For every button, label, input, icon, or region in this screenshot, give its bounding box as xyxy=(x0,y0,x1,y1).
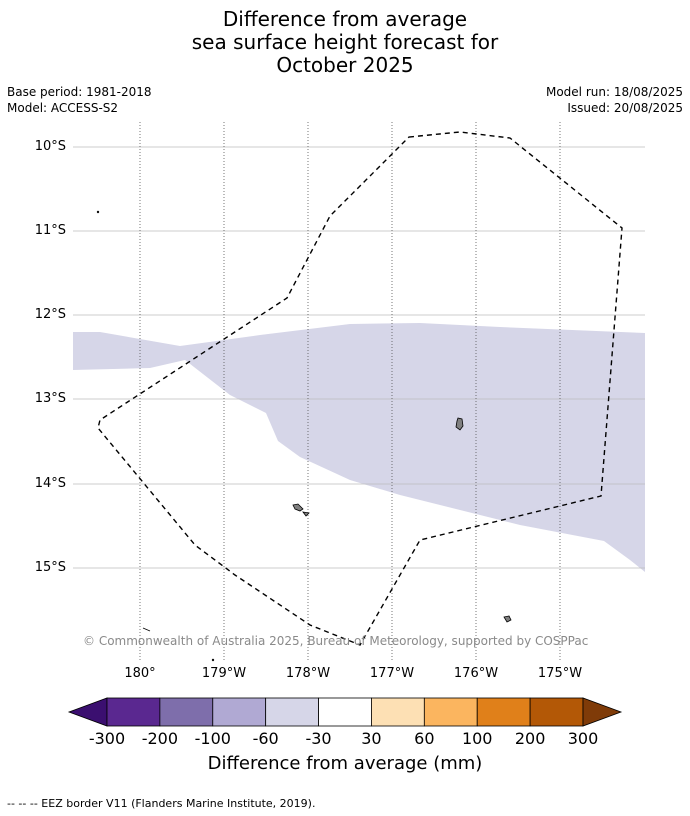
lat-label-14s: 14°S xyxy=(34,476,66,491)
lon-label-179w: 179°W xyxy=(201,666,247,681)
islet-north xyxy=(96,210,100,214)
colorbar-segment xyxy=(529,697,584,727)
colorbar-title: Difference from average (mm) xyxy=(207,753,483,774)
colorbar-segment xyxy=(318,697,372,727)
colorbar-tick-label: -30 xyxy=(305,729,332,748)
issued-date: Issued: 20/08/2025 xyxy=(567,101,683,115)
colorbar-tick-label: -300 xyxy=(88,729,126,748)
island-east xyxy=(455,417,464,431)
colorbar-segment xyxy=(476,697,531,727)
eez-border xyxy=(97,131,623,646)
lon-label-178w: 178°W xyxy=(285,666,331,681)
base-period: Base period: 1981-2018 xyxy=(7,85,152,99)
lat-label-10s: 10°S xyxy=(34,139,66,154)
title-line-2: sea surface height forecast for xyxy=(191,30,499,54)
model-name: Model: ACCESS-S2 xyxy=(7,101,119,115)
colorbar-segment xyxy=(371,697,425,727)
title-line-1: Difference from average xyxy=(222,7,468,31)
colorbar-tick-label: -60 xyxy=(252,729,279,748)
colorbar xyxy=(67,697,623,727)
lat-label-12s: 12°S xyxy=(34,307,66,322)
island-west-b xyxy=(302,511,310,517)
colorbar-segment xyxy=(265,697,319,727)
lon-label-177w: 177°W xyxy=(369,666,415,681)
eez-legend: -- -- -- EEZ border V11 (Flanders Marine… xyxy=(7,797,316,810)
lat-gridlines xyxy=(73,146,645,569)
lon-label-176w: 176°W xyxy=(453,666,499,681)
colorbar-segment xyxy=(159,697,214,727)
colorbar-tick-label: -100 xyxy=(194,729,231,748)
colorbar-tick-label: 300 xyxy=(567,729,599,748)
colorbar-extend-low xyxy=(67,697,108,727)
islet-south xyxy=(211,658,215,662)
islet-sw xyxy=(142,627,151,632)
anomaly-band xyxy=(73,323,645,572)
colorbar-segment xyxy=(423,697,478,727)
meta-left: Base period: 1981-2018 Model: ACCESS-S2 xyxy=(7,84,152,116)
copyright-notice: © Commonwealth of Australia 2025, Bureau… xyxy=(83,634,589,648)
island-south xyxy=(503,615,512,623)
colorbar-segment xyxy=(106,697,161,727)
model-run: Model run: 18/08/2025 xyxy=(545,85,683,99)
colorbar-tick-label: -200 xyxy=(141,729,179,748)
lat-label-15s: 15°S xyxy=(34,560,66,575)
islands xyxy=(96,210,512,662)
colorbar-tick-label: 30 xyxy=(361,729,382,748)
colorbar-segment xyxy=(212,697,267,727)
lon-label-175w: 175°W xyxy=(537,666,583,681)
title-line-3: October 2025 xyxy=(276,53,414,77)
lon-label-180: 180° xyxy=(124,666,156,681)
lat-label-11s: 11°S xyxy=(34,223,66,238)
colorbar-tick-label: 60 xyxy=(414,729,435,748)
colorbar-tick-label: 200 xyxy=(514,729,546,748)
colorbar-extend-high xyxy=(582,697,623,727)
meta-right: Model run: 18/08/2025 Issued: 20/08/2025 xyxy=(546,84,683,116)
island-west-a xyxy=(292,503,304,512)
map-title: Difference from average sea surface heig… xyxy=(0,8,690,77)
lat-label-13s: 13°S xyxy=(34,391,66,406)
colorbar-tick-label: 100 xyxy=(461,729,493,748)
